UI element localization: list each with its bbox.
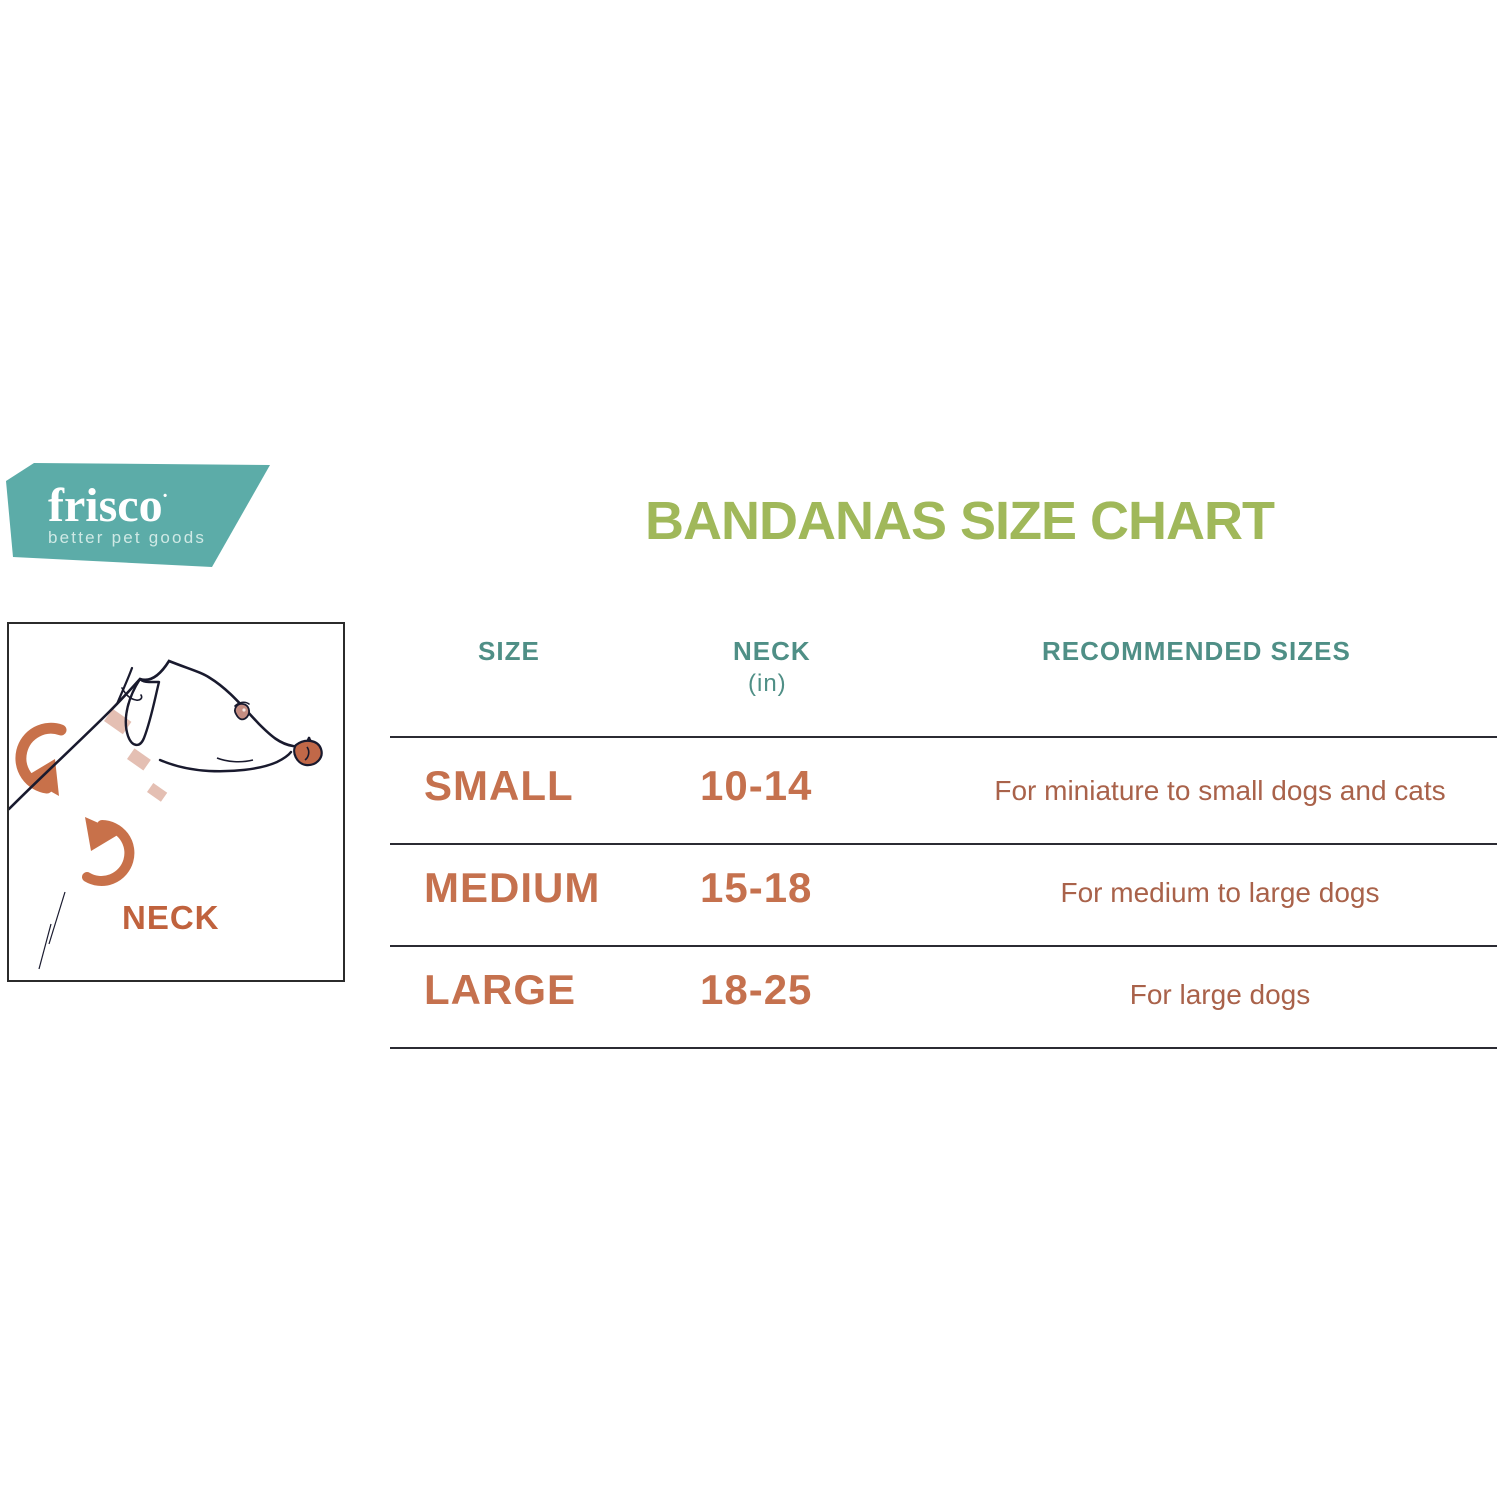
svg-text:better pet goods: better pet goods xyxy=(48,528,206,547)
svg-text:frisco.: frisco. xyxy=(48,479,168,532)
svg-text:NECK: NECK xyxy=(122,899,220,936)
